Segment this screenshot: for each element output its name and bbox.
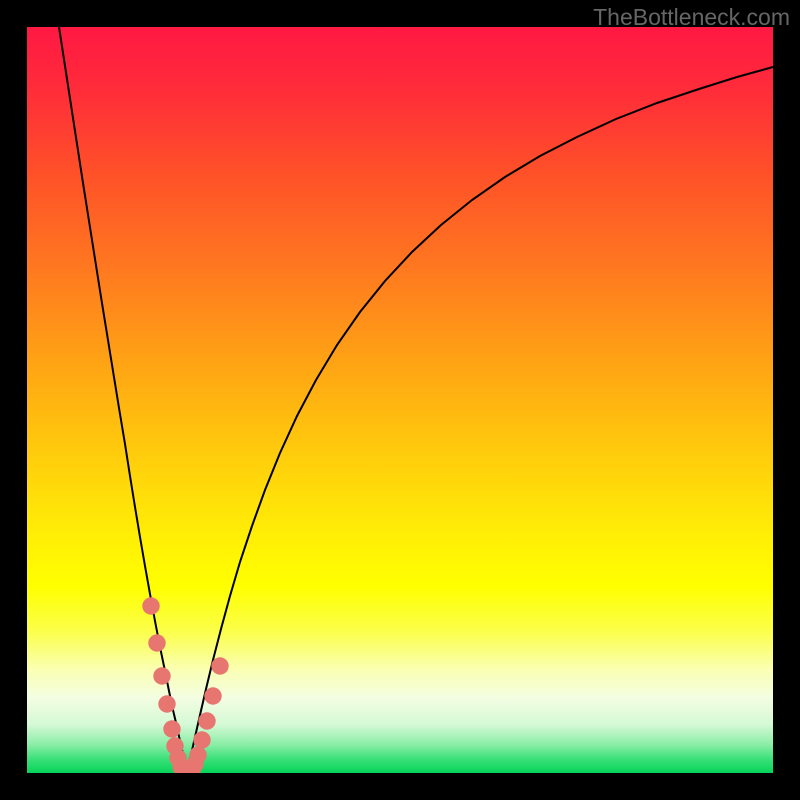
curve-marker xyxy=(204,687,221,704)
curve-marker xyxy=(148,634,165,651)
curve-marker xyxy=(189,746,206,763)
curve-marker xyxy=(198,712,215,729)
watermark-text: TheBottleneck.com xyxy=(593,4,790,31)
curve-marker xyxy=(142,597,159,614)
chart-frame: TheBottleneck.com xyxy=(0,0,800,800)
curve-marker xyxy=(193,731,210,748)
curve-marker xyxy=(163,720,180,737)
curve-marker xyxy=(153,667,170,684)
plot-background xyxy=(27,27,773,773)
bottleneck-chart xyxy=(27,27,773,773)
curve-marker xyxy=(211,657,228,674)
curve-marker xyxy=(158,695,175,712)
